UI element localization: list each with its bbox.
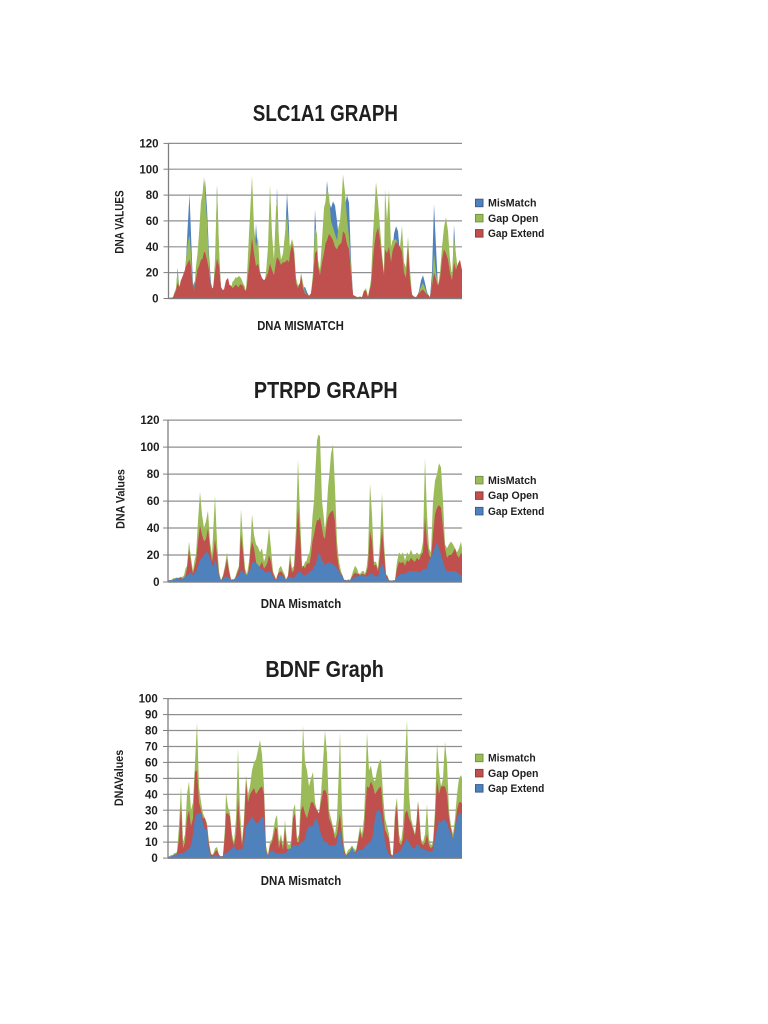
svg-text:60: 60 xyxy=(146,216,159,228)
svg-text:SLC1A1 GRAPH: SLC1A1 GRAPH xyxy=(253,100,398,126)
svg-text:MisMatch: MisMatch xyxy=(488,198,537,210)
svg-text:120: 120 xyxy=(140,415,159,427)
svg-text:DNA MISMATCH: DNA MISMATCH xyxy=(257,319,344,333)
svg-text:DNA Values: DNA Values xyxy=(114,469,128,529)
svg-text:80: 80 xyxy=(145,726,158,738)
svg-text:80: 80 xyxy=(147,469,160,481)
svg-text:DNA VALUES: DNA VALUES xyxy=(113,190,127,253)
svg-text:90: 90 xyxy=(145,710,158,722)
svg-text:0: 0 xyxy=(152,294,158,306)
svg-text:Gap Extend: Gap Extend xyxy=(488,228,544,240)
svg-text:80: 80 xyxy=(146,190,159,202)
svg-text:Mismatch: Mismatch xyxy=(488,753,536,765)
svg-text:DNA Mismatch: DNA Mismatch xyxy=(261,597,342,611)
svg-text:40: 40 xyxy=(145,789,158,801)
svg-text:20: 20 xyxy=(146,268,159,280)
svg-text:120: 120 xyxy=(139,138,158,150)
svg-text:0: 0 xyxy=(153,577,159,589)
svg-text:40: 40 xyxy=(147,523,160,535)
svg-text:20: 20 xyxy=(145,821,158,833)
svg-text:DNA Mismatch: DNA Mismatch xyxy=(261,874,342,888)
svg-text:60: 60 xyxy=(147,496,160,508)
svg-text:BDNF Graph: BDNF Graph xyxy=(265,656,384,682)
svg-text:Gap Open: Gap Open xyxy=(488,213,539,225)
svg-text:MisMatch: MisMatch xyxy=(488,475,537,487)
svg-text:PTRPD GRAPH: PTRPD GRAPH xyxy=(254,377,398,403)
svg-text:Gap Open: Gap Open xyxy=(488,768,539,780)
svg-text:DNAValues: DNAValues xyxy=(112,750,126,807)
svg-text:100: 100 xyxy=(139,694,158,706)
svg-text:20: 20 xyxy=(147,550,160,562)
svg-text:Gap Extend: Gap Extend xyxy=(488,506,544,518)
svg-text:Gap Open: Gap Open xyxy=(488,490,539,502)
svg-text:10: 10 xyxy=(145,837,158,849)
svg-text:0: 0 xyxy=(151,853,157,865)
svg-text:100: 100 xyxy=(139,164,158,176)
svg-text:100: 100 xyxy=(140,442,159,454)
svg-text:30: 30 xyxy=(145,805,158,817)
svg-text:60: 60 xyxy=(145,757,158,769)
svg-text:50: 50 xyxy=(145,773,158,785)
svg-text:Gap Extend: Gap Extend xyxy=(488,783,544,795)
svg-text:70: 70 xyxy=(145,742,158,754)
svg-text:40: 40 xyxy=(146,242,159,254)
